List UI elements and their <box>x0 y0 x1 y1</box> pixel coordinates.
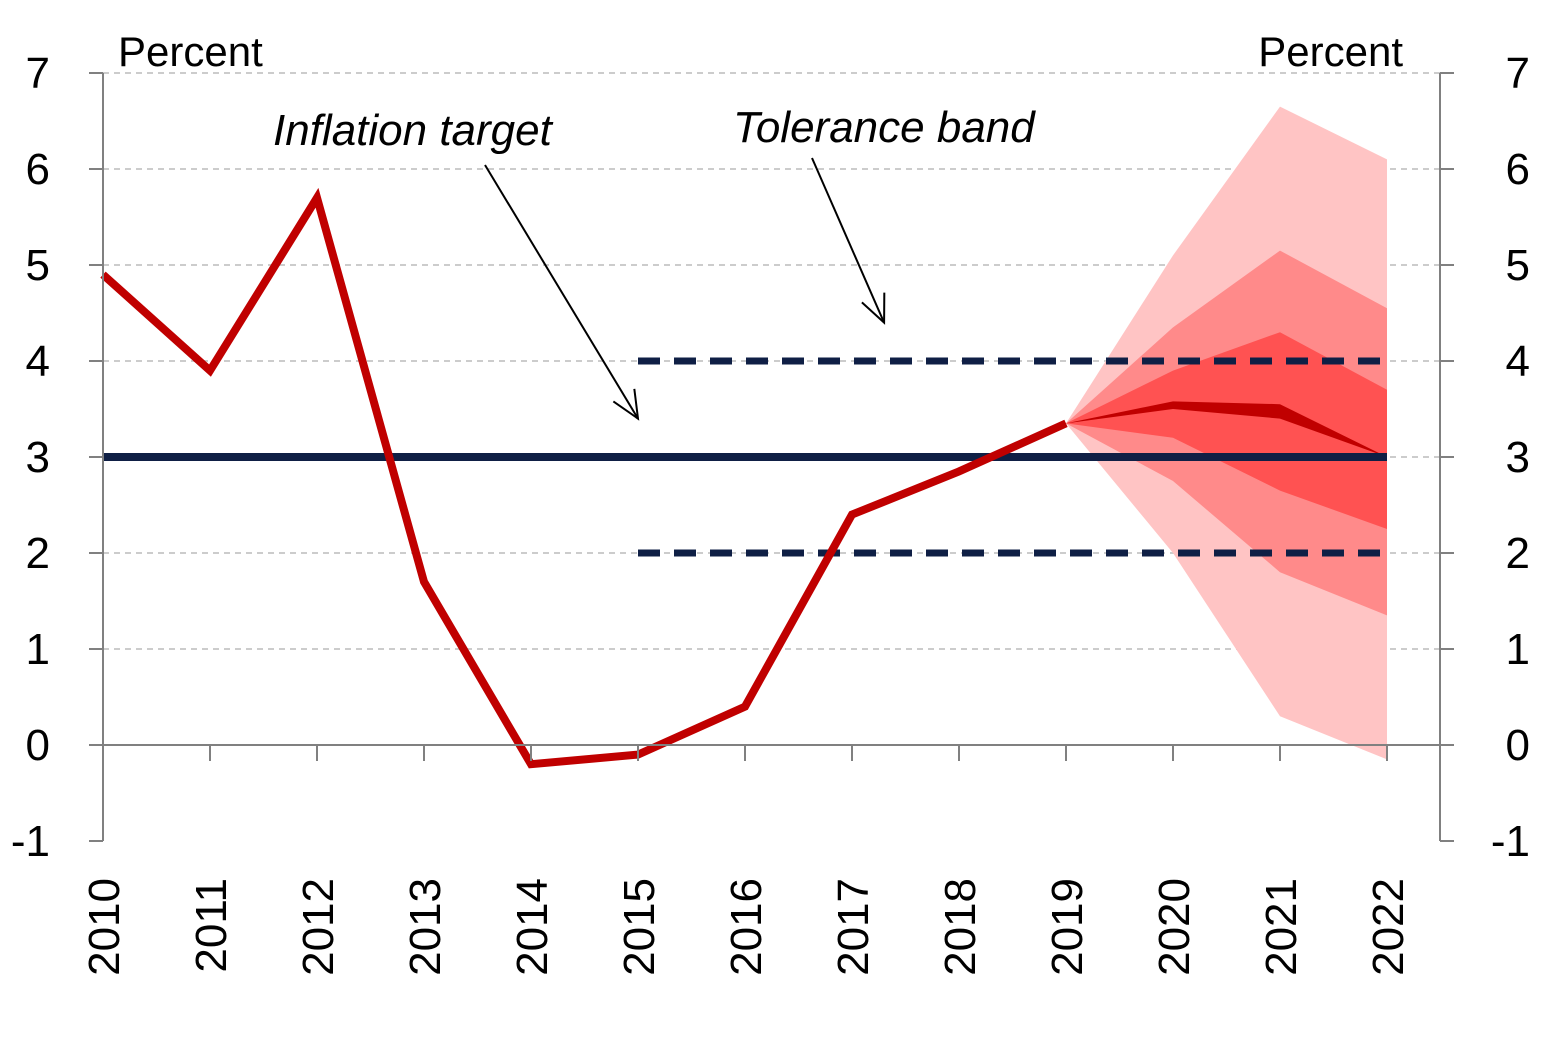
fan-chart <box>1066 106 1387 760</box>
left-tick-label-5: 5 <box>26 241 50 290</box>
x-tick-label-2010: 2010 <box>80 878 129 976</box>
right-tick-label-5: 5 <box>1506 241 1530 290</box>
left-tick-label-3: 3 <box>26 433 50 482</box>
right-tick-label-3: 3 <box>1506 433 1530 482</box>
x-tick-label-2022: 2022 <box>1364 878 1413 976</box>
x-tick-label-2014: 2014 <box>508 878 557 976</box>
right-tick-label--1: -1 <box>1491 817 1530 866</box>
right-tick-label-2: 2 <box>1506 529 1530 578</box>
right-tick-label-1: 1 <box>1506 625 1530 674</box>
x-tick-label-2011: 2011 <box>187 878 236 973</box>
right-tick-label-6: 6 <box>1506 145 1530 194</box>
x-tick-label-2021: 2021 <box>1257 878 1306 976</box>
series-lines <box>100 187 1387 769</box>
arrowhead-1 <box>612 388 640 421</box>
x-tick-label-2020: 2020 <box>1150 878 1199 976</box>
x-tick-label-2017: 2017 <box>829 878 878 976</box>
left-tick-label--1: -1 <box>11 817 50 866</box>
fan-band-3 <box>1066 332 1387 529</box>
x-tick-label-2012: 2012 <box>294 878 343 976</box>
left-tick-label-6: 6 <box>26 145 50 194</box>
right-tick-label-0: 0 <box>1506 721 1530 770</box>
left-tick-label-0: 0 <box>26 721 50 770</box>
annotation-arrow-2 <box>811 157 886 324</box>
x-tick-label-2018: 2018 <box>936 878 985 976</box>
arrowhead-2 <box>861 292 886 325</box>
right-unit-label: Percent <box>1258 28 1403 75</box>
annotation-arrow-1 <box>484 164 639 420</box>
left-tick-label-4: 4 <box>26 337 50 386</box>
left-unit-label: Percent <box>118 28 263 75</box>
fan-band-4 <box>1066 401 1387 457</box>
x-tick-label-2016: 2016 <box>722 878 771 976</box>
right-tick-label-7: 7 <box>1506 49 1530 98</box>
inflation-series-line <box>100 187 1068 769</box>
left-tick-label-1: 1 <box>26 625 50 674</box>
x-tick-label-2019: 2019 <box>1043 878 1092 976</box>
x-tick-label-2013: 2013 <box>401 878 450 976</box>
left-tick-label-2: 2 <box>26 529 50 578</box>
axes: -1 -1 0 0 1 1 2 2 3 3 4 4 5 5 6 6 7 7 2010 2011 2012 2013 2014… <box>11 49 1530 976</box>
annotation-1: Inflation target <box>273 106 554 155</box>
annotations: Inflation target Tolerance band <box>273 103 1036 421</box>
right-tick-label-4: 4 <box>1506 337 1530 386</box>
x-tick-label-2015: 2015 <box>615 878 664 976</box>
left-tick-label-7: 7 <box>26 49 50 98</box>
annotation-2: Tolerance band <box>733 103 1036 152</box>
